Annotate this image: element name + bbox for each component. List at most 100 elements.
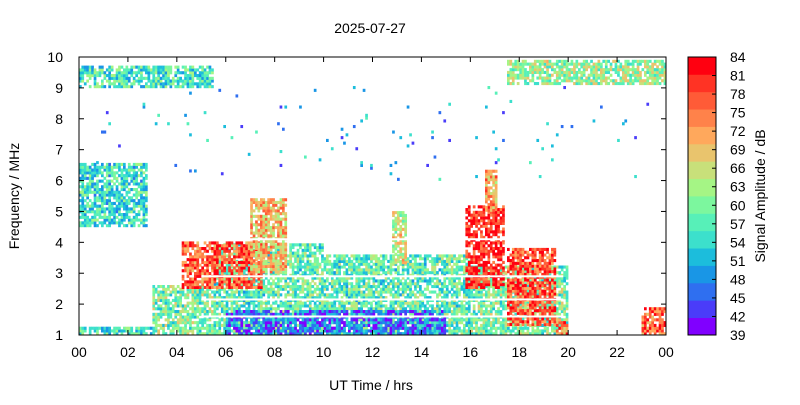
- spectrogram-cell: [485, 326, 488, 330]
- spectrogram-cell: [384, 296, 388, 300]
- spectrogram-cell: [379, 259, 383, 263]
- spectrogram-cell: [489, 279, 493, 283]
- spectrogram-cell: [110, 329, 114, 333]
- spectrogram-cell: [384, 276, 388, 280]
- spectrogram-cell: [477, 265, 481, 269]
- spectrogram-cell: [357, 287, 361, 291]
- spectrogram-cell: [465, 296, 469, 300]
- spectrogram-cell: [326, 293, 329, 297]
- spectrogram-cell: [433, 307, 437, 311]
- spectrogram-cell: [279, 267, 283, 271]
- spectrogram-cell: [216, 244, 219, 248]
- spectrogram-cell: [247, 307, 251, 311]
- spectrogram-cell: [211, 301, 214, 305]
- spectrogram-cell: [191, 310, 195, 314]
- spectrogram-cell: [374, 304, 378, 308]
- spectrogram-cell: [362, 296, 366, 300]
- spectrogram-cell: [494, 290, 498, 294]
- spectrogram-cell: [343, 282, 346, 286]
- spectrogram-cell: [382, 265, 385, 269]
- spectrogram-cell: [502, 271, 505, 275]
- spectrogram-cell: [245, 277, 248, 281]
- spectrogram-cell: [555, 310, 559, 314]
- spectrogram-cell: [333, 265, 337, 269]
- spectrogram-cell: [475, 323, 478, 327]
- spectrogram-cell: [213, 280, 217, 284]
- spectrogram-cell: [262, 206, 266, 210]
- spectrogram-cell: [203, 301, 207, 305]
- spectrogram-cell: [487, 235, 491, 239]
- spectrogram-cell: [441, 287, 444, 291]
- spectrogram-cell: [274, 209, 278, 213]
- spectrogram-cell: [225, 301, 229, 305]
- spectrogram-cell: [482, 263, 486, 267]
- spectrogram-cell: [115, 326, 119, 330]
- spectrogram-cell: [301, 312, 305, 316]
- spectrogram-cell: [235, 269, 239, 273]
- spectrogram-cell: [370, 285, 373, 289]
- spectrogram-cell: [482, 235, 486, 239]
- spectrogram-cell: [558, 304, 562, 308]
- spectrogram-cell: [348, 268, 351, 272]
- spectrogram-cell: [487, 178, 491, 182]
- spectrogram-cell: [272, 214, 275, 218]
- spectrogram-cell: [421, 262, 425, 266]
- spectrogram-cell: [394, 323, 398, 327]
- spectrogram-cell: [426, 301, 429, 305]
- spectrogram-cell: [519, 295, 522, 299]
- spectrogram-cell: [277, 304, 280, 308]
- spectrogram-cell: [272, 206, 275, 210]
- spectrogram-cell: [485, 285, 488, 289]
- spectrogram-cell: [433, 276, 437, 280]
- spectrogram-cell: [179, 298, 182, 302]
- spectrogram-cell: [328, 307, 332, 311]
- spectrogram-cell: [362, 301, 366, 305]
- spectrogram-cell: [521, 329, 525, 333]
- spectrogram-cell: [313, 254, 317, 258]
- spectrogram-cell: [228, 285, 231, 289]
- spectrogram-cell: [426, 287, 429, 291]
- spectrogram-cell: [260, 307, 263, 311]
- spectrogram-cell: [299, 290, 302, 294]
- spectrogram-cell: [301, 251, 305, 255]
- spectrogram-cell: [264, 253, 268, 257]
- spectrogram-cell: [216, 332, 219, 336]
- spectrogram-cell: [487, 210, 491, 214]
- spectrogram-cell: [233, 332, 236, 336]
- spectrogram-cell: [502, 287, 505, 291]
- spectrogram-cell: [507, 256, 510, 260]
- spectrogram-cell: [260, 239, 263, 243]
- spectrogram-cell: [216, 321, 219, 325]
- spectrogram-cell: [338, 307, 341, 311]
- spectrogram-cell: [321, 290, 324, 294]
- spectrogram-cell: [333, 296, 337, 300]
- spectrogram-cell: [414, 282, 417, 286]
- spectrogram-cell: [411, 257, 415, 261]
- spectrogram-cell: [272, 282, 275, 286]
- spectrogram-cell: [301, 290, 305, 294]
- spectrogram-cell: [470, 272, 473, 276]
- spectrogram-cell: [487, 280, 491, 284]
- spectrogram-cell: [218, 332, 222, 336]
- spectrogram-cell: [399, 307, 403, 311]
- spectrogram-cell: [340, 259, 344, 263]
- spectrogram-cell: [274, 212, 278, 216]
- spectrogram-cell: [206, 249, 209, 253]
- spectrogram-cell: [360, 307, 363, 311]
- spectrogram-cell: [284, 287, 288, 291]
- spectrogram-cell: [565, 290, 569, 294]
- spectrogram-cell: [365, 326, 368, 330]
- spectrogram-cell: [333, 287, 337, 291]
- spectrogram-cell: [419, 301, 422, 305]
- spectrogram-cell: [401, 227, 405, 231]
- spectrogram-cell: [482, 213, 486, 217]
- spectrogram-cell: [277, 293, 280, 297]
- spectrogram-cell: [507, 295, 510, 299]
- spectrogram-cell: [282, 248, 285, 252]
- spectrogram-cell: [470, 296, 473, 300]
- spectrogram-cell: [257, 253, 261, 257]
- spectrogram-cell: [264, 248, 268, 252]
- spectrogram-cell: [181, 287, 185, 291]
- spectrogram-cell: [458, 257, 461, 261]
- spectrogram-cell: [392, 312, 395, 316]
